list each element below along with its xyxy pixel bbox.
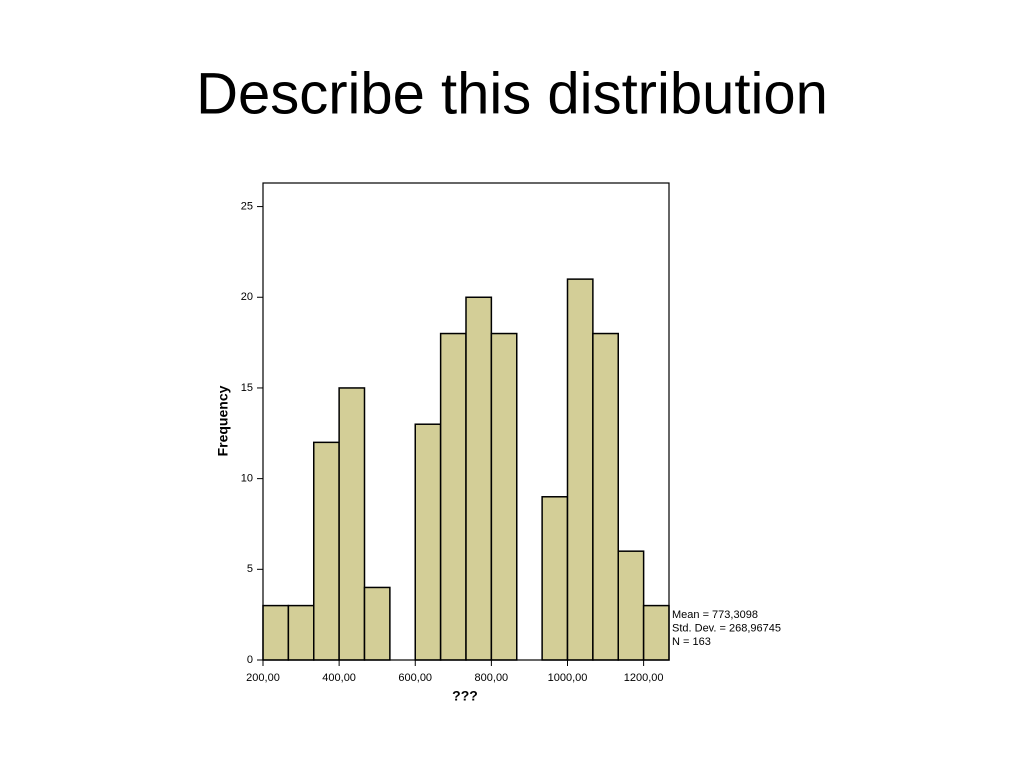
bar [566, 278, 594, 661]
y-tick-label: 5 [247, 563, 253, 575]
x-tick-label: 1200,00 [624, 672, 664, 684]
bar [414, 423, 442, 661]
x-tick-label: 600,00 [398, 672, 432, 684]
bar [338, 387, 366, 661]
y-axis-label: Frequency [215, 385, 231, 456]
stat-annotation: N = 163 [672, 636, 711, 648]
bar [363, 586, 391, 661]
bar [490, 332, 518, 661]
x-tick-label: 800,00 [475, 672, 509, 684]
x-axis-label: ??? [452, 688, 478, 704]
plot-frame [262, 182, 670, 661]
slide-title: Describe this distribution [196, 61, 828, 126]
y-tick-label: 20 [241, 291, 253, 303]
bar [541, 496, 569, 661]
bar [287, 604, 315, 661]
bar [262, 604, 290, 661]
bar [617, 550, 645, 661]
y-tick-label: 10 [241, 473, 253, 485]
bar [642, 604, 670, 661]
bar [592, 332, 619, 661]
bar [439, 332, 467, 661]
x-tick-label: 400,00 [322, 672, 356, 684]
x-tick-label: 1000,00 [548, 672, 588, 684]
bar [312, 441, 340, 661]
x-tick-label: 200,00 [246, 672, 280, 684]
bar [465, 296, 493, 661]
y-tick-label: 25 [241, 200, 253, 212]
stat-annotation: Std. Dev. = 268,96745 [672, 622, 781, 634]
y-tick-label: 0 [247, 654, 253, 666]
stat-annotation: Mean = 773,3098 [672, 609, 758, 621]
y-tick-label: 15 [241, 382, 253, 394]
